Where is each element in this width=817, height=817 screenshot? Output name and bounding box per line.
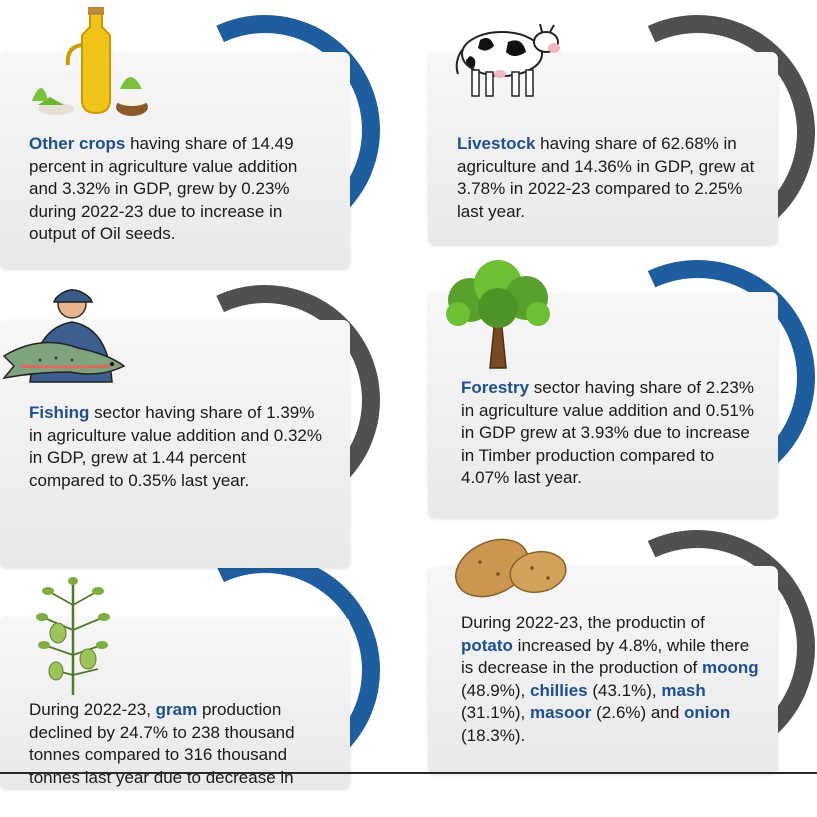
card-forestry xyxy=(428,292,778,518)
chillies-highlight: chillies xyxy=(529,680,588,700)
masoor-highlight: masoor xyxy=(529,703,592,723)
other-crops-body: having share of 14.49 percent in agricul… xyxy=(29,134,298,244)
fishing-highlight: Fishing xyxy=(29,403,90,422)
card-other-crops xyxy=(0,52,350,269)
gram-text: During 2022-23, gram production declined… xyxy=(29,699,329,789)
mash-highlight: mash xyxy=(661,680,706,700)
potato-body-7: (18.3%). xyxy=(461,725,526,745)
card-potato xyxy=(428,566,778,774)
livestock-text: Livestock having share of 62.68% in agri… xyxy=(457,133,757,223)
fishing-text: Fishing sector having share of 1.39% in … xyxy=(29,402,324,492)
potato-body-4: (43.1%), xyxy=(587,680,662,700)
tree-icon xyxy=(446,260,550,369)
card-gram xyxy=(0,617,350,789)
moong-highlight: moong xyxy=(701,658,759,678)
cow-icon xyxy=(455,23,560,97)
gram-body-1: During 2022-23, xyxy=(29,700,156,719)
onion-highlight: onion xyxy=(684,703,731,723)
gram-body-2: production declined by 24.7% to 238 thou… xyxy=(29,700,295,787)
fisherman-icon xyxy=(2,289,126,383)
potato-body-2: increased by 4.8%, while there is decrea… xyxy=(461,635,750,678)
oil-bottle-icon xyxy=(32,7,148,116)
fishing-body: sector having share of 1.39% in agricult… xyxy=(29,403,322,490)
potato-text: During 2022-23, the productin of potato … xyxy=(461,612,761,748)
forestry-body: sector having share of 2.23% in agricult… xyxy=(461,378,754,488)
potato-body-1: During 2022-23, the productin of xyxy=(461,613,705,632)
livestock-body: having share of 62.68% in agriculture an… xyxy=(457,134,755,221)
livestock-highlight: Livestock xyxy=(457,134,536,153)
potato-body-3: (48.9%), xyxy=(461,680,530,700)
gram-plant-icon xyxy=(36,577,110,695)
other-crops-highlight: Other crops xyxy=(29,134,126,153)
forestry-highlight: Forestry xyxy=(461,378,530,397)
potato-icon xyxy=(455,538,567,598)
forestry-text: Forestry sector having share of 2.23% in… xyxy=(461,377,761,490)
other-crops-text: Other crops having share of 14.49 percen… xyxy=(29,133,329,246)
bottom-divider xyxy=(0,772,817,774)
potato-body-5: (31.1%), xyxy=(461,703,530,723)
potato-body-6: (2.6%) and xyxy=(591,703,685,723)
potato-highlight: potato xyxy=(461,635,513,655)
gram-highlight: gram xyxy=(155,700,198,719)
